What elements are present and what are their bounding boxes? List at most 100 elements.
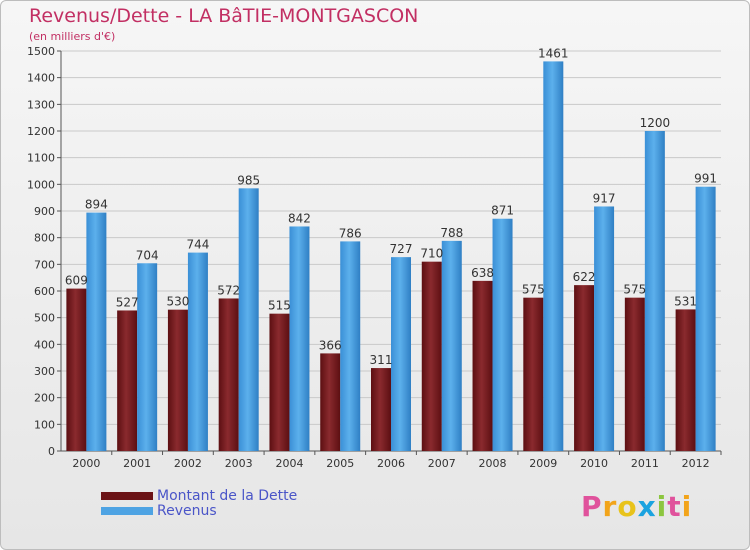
data-label-dette: 311 [370,353,393,367]
bar-revenus [391,257,411,451]
y-tick-label: 600 [34,285,55,298]
data-label-dette: 515 [268,299,291,313]
bar-dette [624,297,645,451]
bar-revenus [86,212,107,451]
y-tick-label: 100 [34,418,55,431]
y-tick-label: 1100 [27,152,55,165]
y-tick-label: 500 [34,312,55,325]
y-tick-label: 400 [34,338,55,351]
data-label-revenus: 727 [390,242,413,256]
x-tick-label: 2005 [326,457,354,470]
bar-dette [218,298,239,451]
data-label-dette: 572 [217,283,240,297]
bar-dette [66,288,87,451]
legend-swatch-revenus [101,506,153,515]
data-label-revenus: 788 [440,226,463,240]
legend-swatch-debt [101,491,153,500]
y-tick-label: 900 [34,205,55,218]
bar-revenus [594,206,615,451]
bar-dette [371,368,391,451]
bar-dette [421,261,442,451]
data-label-dette: 710 [420,247,443,261]
data-label-revenus: 985 [237,173,260,187]
y-tick-label: 300 [34,365,55,378]
data-label-revenus: 1461 [538,46,569,60]
data-label-revenus: 842 [288,211,311,225]
y-tick-label: 1300 [27,98,55,111]
bar-revenus [492,218,513,451]
logo-letter: i [681,490,693,523]
y-tick-label: 1200 [27,125,55,138]
data-label-dette: 575 [623,283,646,297]
data-label-revenus: 917 [593,191,616,205]
data-label-dette: 530 [166,295,189,309]
x-tick-label: 2003 [225,457,253,470]
bar-dette [675,309,696,451]
data-label-dette: 575 [522,283,545,297]
logo-letter: o [617,490,638,523]
y-tick-label: 1400 [27,72,55,85]
y-tick-label: 0 [48,445,55,458]
x-tick-label: 2009 [529,457,557,470]
data-label-revenus: 786 [339,226,362,240]
bar-dette [472,280,493,451]
data-label-revenus: 744 [186,238,209,252]
legend-label-debt: Montant de la Dette [157,487,298,504]
bar-revenus [340,241,361,451]
data-label-revenus: 894 [85,198,108,212]
y-tick-label: 700 [34,258,55,271]
y-tick-label: 1500 [27,45,55,58]
logo-letter: x [637,490,657,523]
x-tick-label: 2006 [377,457,405,470]
bar-revenus [644,131,665,451]
chart-subtitle: (en milliers d'€) [29,30,116,43]
chart-title: Revenus/Dette - LA BâTIE-MONTGASCON [29,5,419,27]
data-label-revenus: 704 [136,248,159,262]
x-tick-label: 2008 [479,457,507,470]
x-tick-label: 2002 [174,457,202,470]
proxiti-logo: Proxiti [581,490,692,523]
x-tick-label: 2004 [275,457,303,470]
legend-label-revenus: Revenus [157,502,217,519]
legend: Montant de la Dette Revenus [101,487,298,519]
x-tick-label: 2001 [123,457,151,470]
data-label-dette: 622 [573,270,596,284]
y-tick-label: 800 [34,232,55,245]
logo-letter: i [656,490,668,523]
x-tick-label: 2011 [631,457,659,470]
data-label-revenus: 1200 [640,116,671,130]
bar-revenus [187,252,208,451]
logo-letter: P [581,490,603,523]
data-label-dette: 638 [471,266,494,280]
bar-dette [117,310,138,451]
bar-revenus [238,188,259,452]
data-label-dette: 531 [674,294,697,308]
x-tick-label: 2010 [580,457,608,470]
bar-dette [320,353,341,451]
legend-item-revenus: Revenus [101,502,297,519]
bar-dette [523,297,544,451]
bar-revenus [695,186,716,451]
y-tick-label: 200 [34,392,55,405]
bar-dette [574,285,595,451]
bar-dette [167,309,188,451]
logo-letter: r [602,490,618,523]
bar-revenus [543,61,564,452]
data-label-dette: 366 [319,338,342,352]
bar-revenus [289,226,310,451]
bar-revenus [441,240,462,451]
bar-revenus [137,263,158,451]
data-label-dette: 609 [65,274,88,288]
data-label-revenus: 871 [491,204,514,218]
data-label-dette: 527 [116,295,139,309]
logo-letter: t [667,490,682,523]
x-tick-label: 2012 [682,457,710,470]
x-tick-label: 2007 [428,457,456,470]
y-tick-label: 1000 [27,178,55,191]
bar-dette [269,313,290,451]
legend-item-debt: Montant de la Dette [101,487,298,504]
x-tick-label: 2000 [72,457,100,470]
data-label-revenus: 991 [694,172,717,186]
